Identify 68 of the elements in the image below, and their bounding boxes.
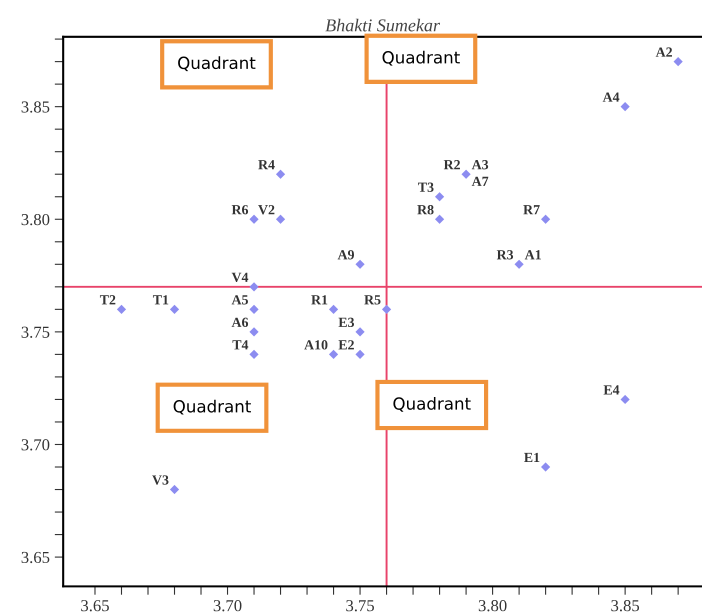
annotation: T3 bbox=[418, 182, 434, 192]
annotation: A6 bbox=[232, 318, 248, 328]
point bbox=[434, 214, 444, 224]
point bbox=[170, 304, 180, 314]
point bbox=[249, 304, 259, 314]
point bbox=[249, 350, 259, 359]
x-tick-label: 3.70 bbox=[214, 600, 242, 612]
annotation: A7 bbox=[472, 176, 488, 186]
annotation: A10 bbox=[304, 340, 328, 350]
annotation: Quadrant bbox=[393, 396, 471, 412]
point bbox=[276, 170, 286, 179]
point bbox=[541, 462, 550, 472]
annotation: Quadrant bbox=[382, 50, 460, 66]
point bbox=[276, 214, 286, 224]
point bbox=[514, 260, 524, 269]
y-tick-label: 3.70 bbox=[22, 439, 50, 451]
annotation: Quadrant bbox=[178, 56, 256, 72]
point bbox=[382, 304, 392, 314]
annotation: A1 bbox=[524, 250, 541, 260]
annotation: A2 bbox=[656, 47, 672, 57]
point bbox=[434, 192, 444, 202]
point bbox=[249, 282, 259, 292]
y-tick-label: 3.80 bbox=[22, 214, 50, 226]
annotation: V2 bbox=[258, 205, 274, 214]
point bbox=[116, 304, 126, 314]
annotation: E3 bbox=[338, 318, 354, 328]
annotation: T1 bbox=[152, 295, 168, 304]
x-tick-label: 3.75 bbox=[346, 600, 374, 612]
y-tick-label: 3.65 bbox=[22, 552, 50, 564]
point bbox=[249, 214, 259, 224]
point bbox=[461, 170, 471, 179]
point bbox=[620, 394, 630, 404]
annotation: Quadrant bbox=[174, 400, 251, 415]
annotation: E1 bbox=[524, 452, 540, 462]
point bbox=[170, 484, 180, 494]
annotation: R4 bbox=[258, 160, 275, 170]
annotation: R2 bbox=[444, 160, 460, 170]
annotation: R5 bbox=[364, 295, 380, 304]
chart-title: Bhakti Sumekar bbox=[325, 18, 440, 32]
annotation: T4 bbox=[232, 340, 248, 350]
point bbox=[328, 350, 338, 359]
annotation: R1 bbox=[311, 295, 328, 304]
point bbox=[355, 327, 365, 336]
annotation: A4 bbox=[602, 92, 620, 102]
annotation: V3 bbox=[152, 475, 168, 485]
x-tick-label: 3.65 bbox=[81, 600, 109, 612]
point bbox=[249, 327, 259, 336]
annotation: A9 bbox=[338, 250, 354, 260]
point bbox=[620, 102, 630, 112]
annotation: A5 bbox=[232, 295, 248, 304]
x-tick-label: 3.85 bbox=[611, 600, 640, 612]
point bbox=[328, 304, 338, 314]
y-tick-label: 3.75 bbox=[22, 326, 50, 338]
annotation: A3 bbox=[472, 160, 488, 170]
point bbox=[541, 214, 550, 224]
point bbox=[355, 350, 365, 359]
y-tick-label: 3.85 bbox=[22, 101, 50, 113]
point bbox=[355, 260, 365, 269]
annotation: E2 bbox=[338, 340, 354, 350]
annotation: E4 bbox=[604, 385, 620, 394]
annotation: R8 bbox=[417, 205, 434, 214]
annotation: R3 bbox=[496, 250, 514, 260]
x-tick-label: 3.80 bbox=[478, 600, 507, 612]
point bbox=[674, 57, 683, 66]
annotation: V4 bbox=[232, 272, 248, 282]
annotation: R7 bbox=[523, 205, 540, 214]
annotation: R6 bbox=[232, 205, 248, 214]
annotation: T2 bbox=[100, 295, 116, 304]
